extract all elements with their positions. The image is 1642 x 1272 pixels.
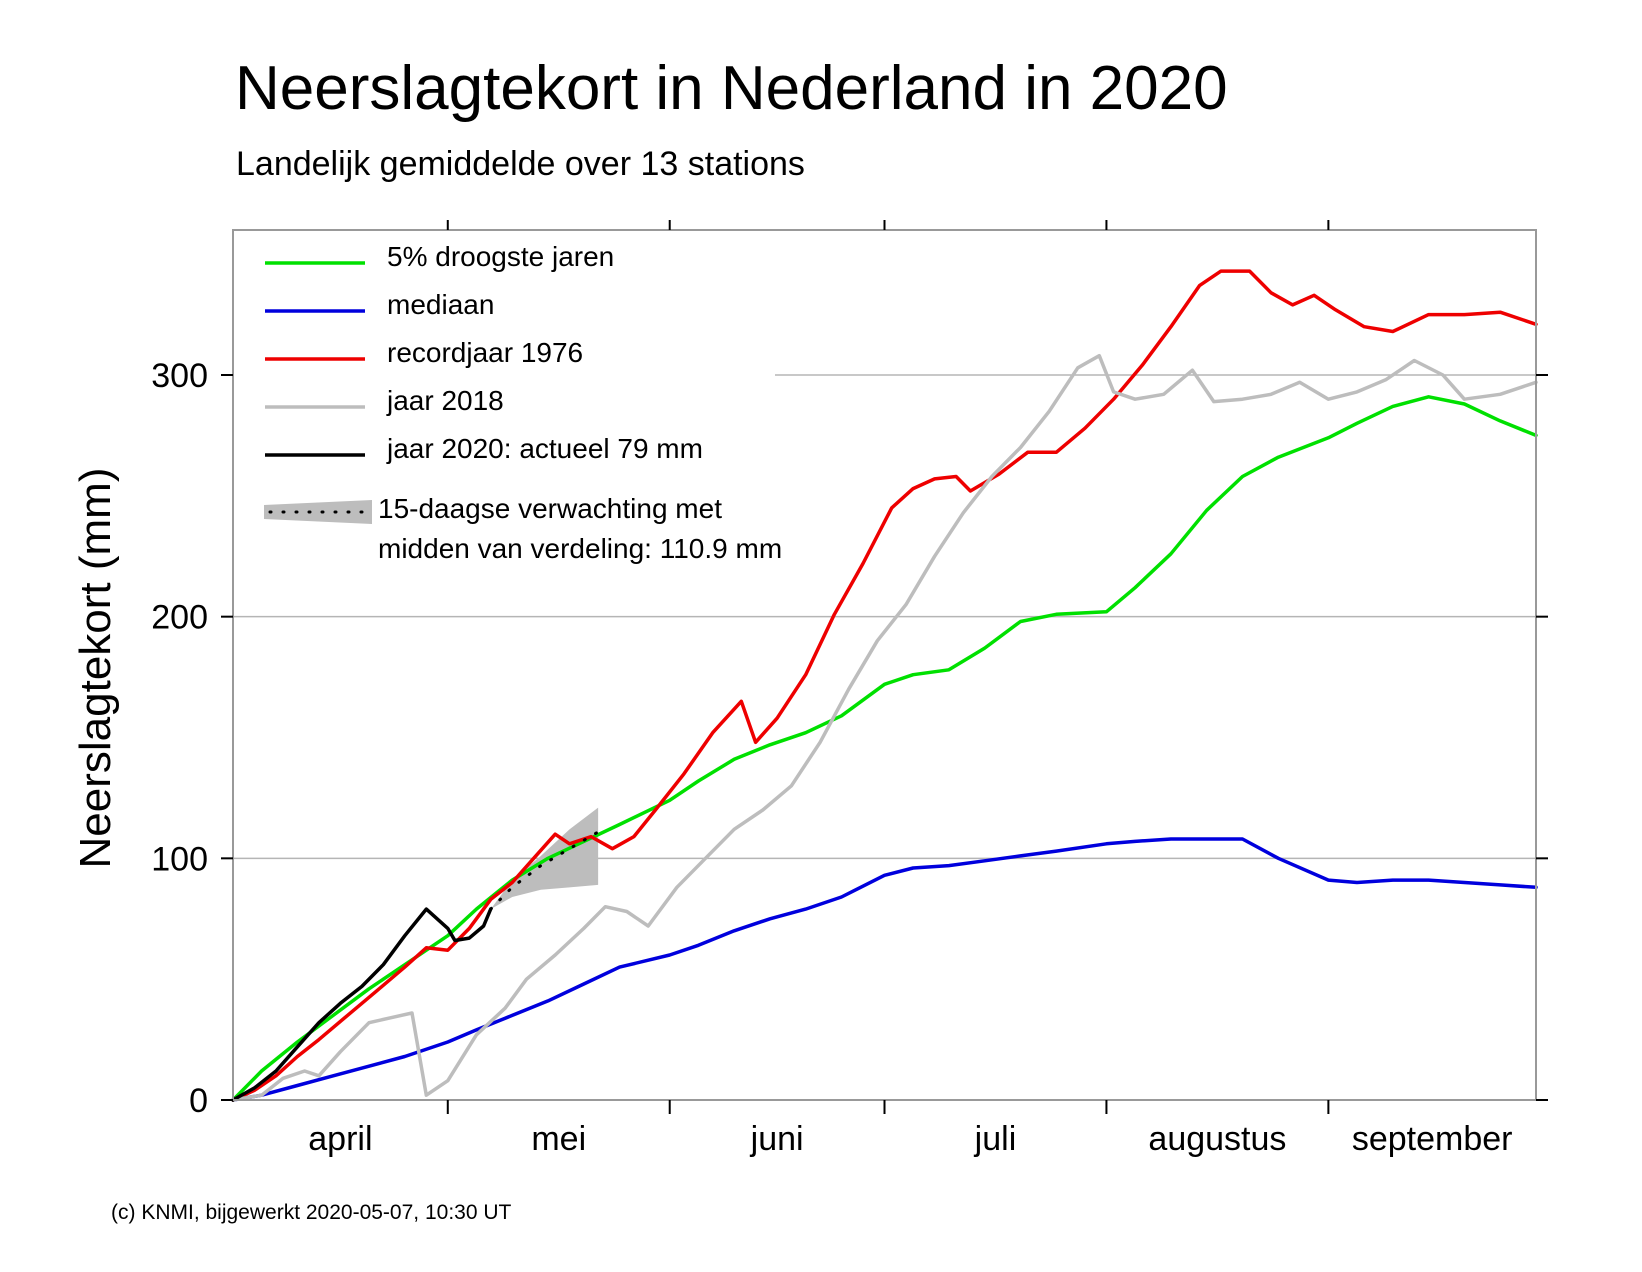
legend-label-forecast: 15-daagse verwachting met [378,493,722,524]
legend-label-3: jaar 2018 [386,385,504,416]
series-line-0 [231,395,1538,1102]
legend-label-1: mediaan [387,289,494,320]
series-line-1 [231,837,1538,1102]
x-tick-label-mei: mei [531,1120,586,1158]
y-tick-label-300: 300 [151,357,208,395]
legend: 5% droogste jaren mediaan recordjaar 1976 j… [264,241,782,564]
x-tick-label-augustus: augustus [1148,1120,1286,1158]
x-tick-label-september: september [1352,1120,1513,1158]
legend-label-forecast-line2: midden van verdeling: 110.9 mm [378,533,782,564]
y-tick-label-0: 0 [189,1082,208,1120]
series-line-2 [231,269,1538,1102]
y-tick-label-100: 100 [151,840,208,878]
chart-title: Neerslagtekort in Nederland in 2020 [235,54,1228,123]
y-tick-label-200: 200 [151,599,208,637]
footer-credit: (c) KNMI, bijgewerkt 2020-05-07, 10:30 U… [111,1201,512,1224]
series-line-3 [231,353,1538,1102]
y-axis-label: Neerslagtekort (mm) [71,468,120,869]
chart-subtitle: Landelijk gemiddelde over 13 stations [236,145,805,183]
x-tick-label-juni: juni [750,1120,804,1158]
forecast-band-layer [490,807,599,910]
x-tick-label-april: april [308,1120,372,1158]
legend-label-2: recordjaar 1976 [387,337,583,368]
legend-label-4: jaar 2020: actueel 79 mm [386,433,703,464]
series-layer [231,269,1538,1102]
series-line-4 [231,907,493,1102]
forecast-band [490,807,599,910]
legend-label-0: 5% droogste jaren [387,241,614,272]
grid-lines [233,374,1536,860]
axes-layer: 0 100 200 300 april mei juni juli augustus septem… [151,220,1548,1158]
forecast-median-line [489,830,600,911]
x-tick-label-juli: juli [974,1120,1017,1158]
legend-swatch-forecast-band [264,500,372,524]
